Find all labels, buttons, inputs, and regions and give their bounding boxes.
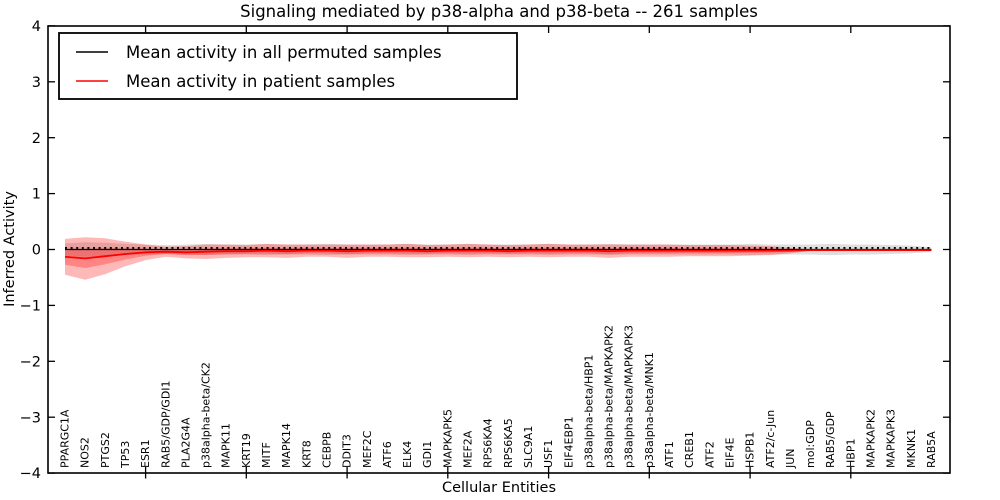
y-tick-label: −2 <box>20 354 41 370</box>
category-label: JUN <box>784 448 797 469</box>
legend: Mean activity in all permuted samples Me… <box>58 32 518 100</box>
category-label: MAPK11 <box>220 423 233 468</box>
category-label: USF1 <box>542 440 555 468</box>
category-label: p38alpha-beta/CK2 <box>200 362 213 468</box>
y-tick-label: 3 <box>32 75 41 91</box>
patient-std-band-outer <box>65 237 811 280</box>
y-tick-label: 2 <box>32 131 41 147</box>
category-label: ATF2/c-Jun <box>764 410 777 468</box>
mean-lines <box>64 247 932 260</box>
category-label: RAB5A <box>925 431 938 468</box>
category-label: HSPB1 <box>744 432 757 468</box>
category-label: MAPKAPK5 <box>441 409 454 468</box>
y-tick-label: 1 <box>32 187 41 203</box>
legend-label-patient: Mean activity in patient samples <box>126 72 395 91</box>
category-label: p38alpha-beta/MAPKAPK3 <box>623 325 636 468</box>
category-label: CEBPB <box>320 432 333 468</box>
category-label: CREB1 <box>683 431 696 468</box>
x-axis-label: Cellular Entities <box>442 480 556 496</box>
y-tick-labels: 4 3 2 1 0 −1 −2 −3 −4 <box>20 19 41 482</box>
legend-label-permuted: Mean activity in all permuted samples <box>126 43 442 62</box>
category-label: MKNK1 <box>905 429 918 468</box>
y-tick-label: −3 <box>20 410 41 426</box>
y-tick-label: −4 <box>20 466 41 482</box>
category-label: RPS6KA5 <box>502 418 515 468</box>
category-label: KRT19 <box>240 433 253 468</box>
category-label: PPARGC1A <box>59 409 72 468</box>
category-label: HBP1 <box>844 439 857 468</box>
category-label: PLA2G4A <box>179 417 192 468</box>
category-label: ATF1 <box>663 441 676 468</box>
category-label: MITF <box>260 442 273 468</box>
patient-mean-line <box>64 249 932 260</box>
category-label: MEF2C <box>361 430 374 468</box>
category-label: p38alpha-beta/HBP1 <box>582 355 595 468</box>
category-label: GDI1 <box>421 441 434 468</box>
category-label: NOS2 <box>79 437 92 468</box>
uncertainty-bands <box>65 237 932 280</box>
category-label: KRT8 <box>300 440 313 468</box>
category-label: RAB5/GDP <box>824 411 837 468</box>
category-label: SLC9A1 <box>522 426 535 468</box>
category-label: mol:GDP <box>804 420 817 468</box>
category-label: MAPKAPK2 <box>865 409 878 468</box>
category-label: TP53 <box>119 441 132 469</box>
category-labels: PPARGC1A NOS2 PTGS2 TP53 ESR1 RAB5/GDP/GDI1 PL… <box>59 325 938 469</box>
chart-title: Signaling mediated by p38-alpha and p38-… <box>240 2 758 21</box>
category-label: EIF4E <box>723 437 736 468</box>
y-tick-label: −1 <box>20 298 41 314</box>
category-label: p38alpha-beta/MNK1 <box>643 352 656 468</box>
legend-frame <box>58 32 518 100</box>
category-label: MEF2A <box>462 430 475 468</box>
category-label: PTGS2 <box>99 432 112 468</box>
category-label: MAPKAPK3 <box>885 409 898 468</box>
category-label: RAB5/GDP/GDI1 <box>159 380 172 468</box>
category-label: ATF2 <box>703 441 716 468</box>
patient-std-band-inner <box>65 247 811 268</box>
category-label: DDIT3 <box>341 434 354 468</box>
category-label: EIF4EBP1 <box>562 416 575 468</box>
axis-ticks <box>48 25 950 479</box>
y-tick-label: 0 <box>32 243 41 259</box>
category-label: ESR1 <box>139 439 152 468</box>
y-tick-label: 4 <box>32 19 41 35</box>
y-axis-label: Inferred Activity <box>2 191 18 307</box>
category-label: MAPK14 <box>280 423 293 468</box>
category-label: RPS6KA4 <box>482 418 495 468</box>
category-label: ATF6 <box>381 441 394 468</box>
category-label: p38alpha-beta/MAPKAPK2 <box>603 325 616 468</box>
category-label: ELK4 <box>401 441 414 468</box>
